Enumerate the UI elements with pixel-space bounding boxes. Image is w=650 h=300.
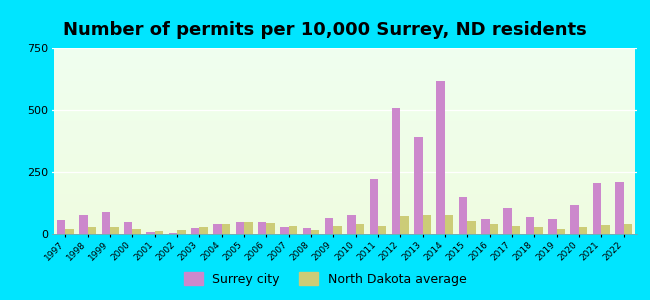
Bar bbox=[101, 212, 110, 234]
Text: Number of permits per 10,000 Surrey, ND residents: Number of permits per 10,000 Surrey, ND … bbox=[63, 21, 587, 39]
Bar bbox=[289, 226, 297, 234]
Bar bbox=[110, 227, 118, 234]
Bar bbox=[378, 226, 387, 234]
Bar bbox=[325, 218, 333, 234]
Bar bbox=[459, 197, 467, 234]
Bar bbox=[504, 208, 512, 234]
Bar bbox=[222, 224, 230, 234]
Bar bbox=[177, 230, 185, 234]
Bar bbox=[356, 224, 364, 234]
Bar bbox=[369, 179, 378, 234]
Bar bbox=[347, 215, 356, 234]
Bar bbox=[400, 216, 409, 234]
Bar bbox=[88, 227, 96, 234]
Bar bbox=[244, 222, 252, 234]
Bar bbox=[191, 228, 200, 234]
Bar bbox=[392, 107, 400, 234]
Bar bbox=[526, 217, 534, 234]
Legend: Surrey city, North Dakota average: Surrey city, North Dakota average bbox=[179, 267, 471, 291]
Bar bbox=[280, 226, 289, 234]
Bar bbox=[512, 226, 521, 234]
Bar bbox=[414, 137, 422, 234]
Bar bbox=[437, 82, 445, 234]
Bar bbox=[571, 206, 579, 234]
Bar bbox=[155, 231, 163, 234]
Bar bbox=[235, 222, 244, 234]
Bar bbox=[302, 228, 311, 234]
Bar bbox=[489, 224, 498, 234]
Bar bbox=[213, 224, 222, 234]
Bar bbox=[445, 215, 454, 234]
Bar bbox=[593, 183, 601, 234]
Bar bbox=[258, 222, 266, 234]
Bar bbox=[548, 219, 556, 234]
Bar bbox=[601, 225, 610, 234]
Bar bbox=[266, 223, 275, 234]
Bar bbox=[168, 233, 177, 234]
Bar bbox=[623, 224, 632, 234]
Bar bbox=[467, 221, 476, 234]
Bar bbox=[57, 220, 66, 234]
Bar bbox=[615, 182, 623, 234]
Bar bbox=[146, 232, 155, 234]
Bar bbox=[534, 227, 543, 234]
Bar bbox=[133, 229, 141, 234]
Bar bbox=[556, 229, 565, 234]
Bar bbox=[481, 219, 489, 234]
Bar bbox=[311, 230, 320, 234]
Bar bbox=[422, 215, 431, 234]
Bar bbox=[79, 215, 88, 234]
Bar bbox=[333, 226, 342, 234]
Bar bbox=[579, 227, 588, 234]
Bar bbox=[124, 222, 133, 234]
Bar bbox=[200, 227, 208, 234]
Bar bbox=[66, 229, 74, 234]
